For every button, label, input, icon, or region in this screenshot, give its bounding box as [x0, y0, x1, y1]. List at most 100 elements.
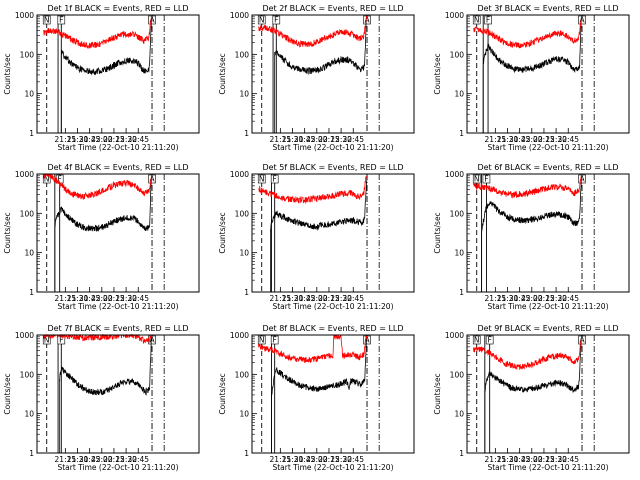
- plot-frame: [36, 334, 200, 454]
- x-tick-label: 21:45: [509, 135, 531, 144]
- x-tick-label: 21:45: [294, 455, 316, 464]
- lld-series-line: [43, 173, 153, 201]
- plot-frame: [36, 14, 200, 134]
- y-tick-label: 1: [459, 449, 464, 458]
- marker-label-box: [482, 174, 491, 184]
- x-tick-label: 21:15: [55, 294, 77, 303]
- x-tick-label: 21:45: [294, 135, 316, 144]
- marker-label: A: [149, 175, 155, 184]
- plot-frame: [251, 334, 415, 454]
- x-tick-label: 22:00: [91, 135, 113, 144]
- marker-label: N: [259, 336, 265, 345]
- marker-label: N: [259, 175, 265, 184]
- lld-series-line: [258, 16, 368, 48]
- y-axis-label: Counts/sec: [433, 212, 442, 253]
- lld-series-line: [473, 15, 582, 49]
- marker-label: F: [59, 16, 63, 25]
- chart-panel-9: Det 9f BLACK = Events, RED = LLD Counts/s…: [433, 324, 630, 472]
- x-axis-label: Start Time (22-Oct-10 21:11:20): [487, 143, 608, 152]
- chart-panel-1: Det 1f BLACK = Events, RED = LLD Counts/s…: [3, 4, 200, 152]
- chart-title: Det 2f BLACK = Events, RED = LLD: [262, 4, 403, 13]
- events-series-line: [60, 15, 153, 76]
- x-tick-label: 22:45: [557, 294, 579, 303]
- y-tick-label: 1: [244, 449, 249, 458]
- marker-label-box: [472, 15, 481, 25]
- chart-title: Det 8f BLACK = Events, RED = LLD: [262, 324, 403, 333]
- y-tick-label: 100: [450, 50, 465, 59]
- marker-label-box: [472, 174, 481, 184]
- marker-label: F: [273, 336, 277, 345]
- x-axis-label: Start Time (22-Oct-10 21:11:20): [272, 463, 393, 472]
- x-tick-label: 22:15: [533, 294, 555, 303]
- y-tick-label: 1: [244, 129, 249, 138]
- lld-series-line: [473, 336, 583, 371]
- y-tick-label: 10: [24, 90, 34, 99]
- x-axis-label: Start Time (22-Oct-10 21:11:20): [487, 463, 608, 472]
- marker-label: N: [44, 336, 50, 345]
- x-tick-label: 22:45: [557, 455, 579, 464]
- marker-label: F: [486, 16, 490, 25]
- x-tick-label: 22:45: [127, 455, 149, 464]
- marker-label: A: [149, 16, 155, 25]
- plot-frame: [251, 14, 415, 134]
- x-tick-label: 21:30: [497, 294, 519, 303]
- x-axis-label: Start Time (22-Oct-10 21:11:20): [487, 302, 608, 311]
- marker-label-box: [148, 174, 156, 184]
- y-tick-label: 10: [239, 90, 249, 99]
- x-tick-label: 21:45: [509, 455, 531, 464]
- x-tick-label: 22:30: [115, 455, 137, 464]
- events-series-line: [274, 16, 368, 76]
- marker-label: N: [44, 175, 50, 184]
- marker-label-box: [270, 174, 279, 184]
- x-tick-label: 22:15: [533, 455, 555, 464]
- events-series-line: [482, 16, 583, 74]
- chart-panel-5: Det 5f BLACK = Events, RED = LLD Counts/s…: [218, 163, 415, 311]
- y-axis-label: Counts/sec: [218, 212, 227, 253]
- y-axis-label: Counts/sec: [218, 373, 227, 414]
- events-series-line: [481, 173, 583, 234]
- x-tick-label: 21:30: [282, 294, 304, 303]
- marker-label-box: [57, 15, 66, 25]
- x-tick-label: 22:30: [330, 455, 352, 464]
- lld-series-line: [258, 175, 368, 205]
- y-axis-label: Counts/sec: [3, 53, 12, 94]
- plot-frame: [466, 173, 630, 293]
- x-tick-label: 22:15: [533, 135, 555, 144]
- y-tick-label: 10: [454, 410, 464, 419]
- y-tick-label: 1000: [15, 11, 34, 20]
- x-tick-label: 22:15: [103, 294, 125, 303]
- plot-frame: [466, 334, 630, 454]
- y-tick-label: 1000: [230, 11, 249, 20]
- x-tick-label: 21:30: [497, 455, 519, 464]
- y-tick-label: 1000: [230, 331, 249, 340]
- marker-label: A: [364, 16, 370, 25]
- x-tick-label: 21:30: [67, 294, 89, 303]
- x-tick-label: 21:30: [282, 455, 304, 464]
- y-tick-label: 1000: [445, 331, 464, 340]
- y-tick-label: 100: [235, 370, 250, 379]
- x-tick-label: 22:15: [103, 135, 125, 144]
- x-axis-label: Start Time (22-Oct-10 21:11:20): [272, 143, 393, 152]
- y-tick-label: 10: [454, 249, 464, 258]
- x-axis-label: Start Time (22-Oct-10 21:11:20): [272, 302, 393, 311]
- x-tick-label: 22:30: [330, 294, 352, 303]
- marker-label: A: [579, 175, 585, 184]
- chart-title: Det 6f BLACK = Events, RED = LLD: [477, 163, 618, 172]
- x-tick-label: 22:15: [103, 455, 125, 464]
- x-tick-label: 22:45: [127, 294, 149, 303]
- chart-title: Det 9f BLACK = Events, RED = LLD: [477, 324, 618, 333]
- x-tick-label: 21:15: [270, 135, 292, 144]
- plot-frame: [36, 173, 200, 293]
- x-axis-label: Start Time (22-Oct-10 21:11:20): [57, 143, 178, 152]
- marker-label: N: [44, 16, 50, 25]
- x-tick-label: 21:15: [55, 135, 77, 144]
- marker-label: F: [59, 336, 63, 345]
- marker-label: F: [484, 175, 488, 184]
- y-tick-label: 1: [29, 288, 34, 297]
- chart-panel-6: Det 6f BLACK = Events, RED = LLD Counts/s…: [433, 163, 630, 311]
- y-tick-label: 1000: [445, 170, 464, 179]
- x-tick-label: 21:45: [294, 294, 316, 303]
- x-tick-label: 21:15: [485, 294, 507, 303]
- x-tick-label: 22:00: [91, 455, 113, 464]
- marker-label: F: [273, 175, 277, 184]
